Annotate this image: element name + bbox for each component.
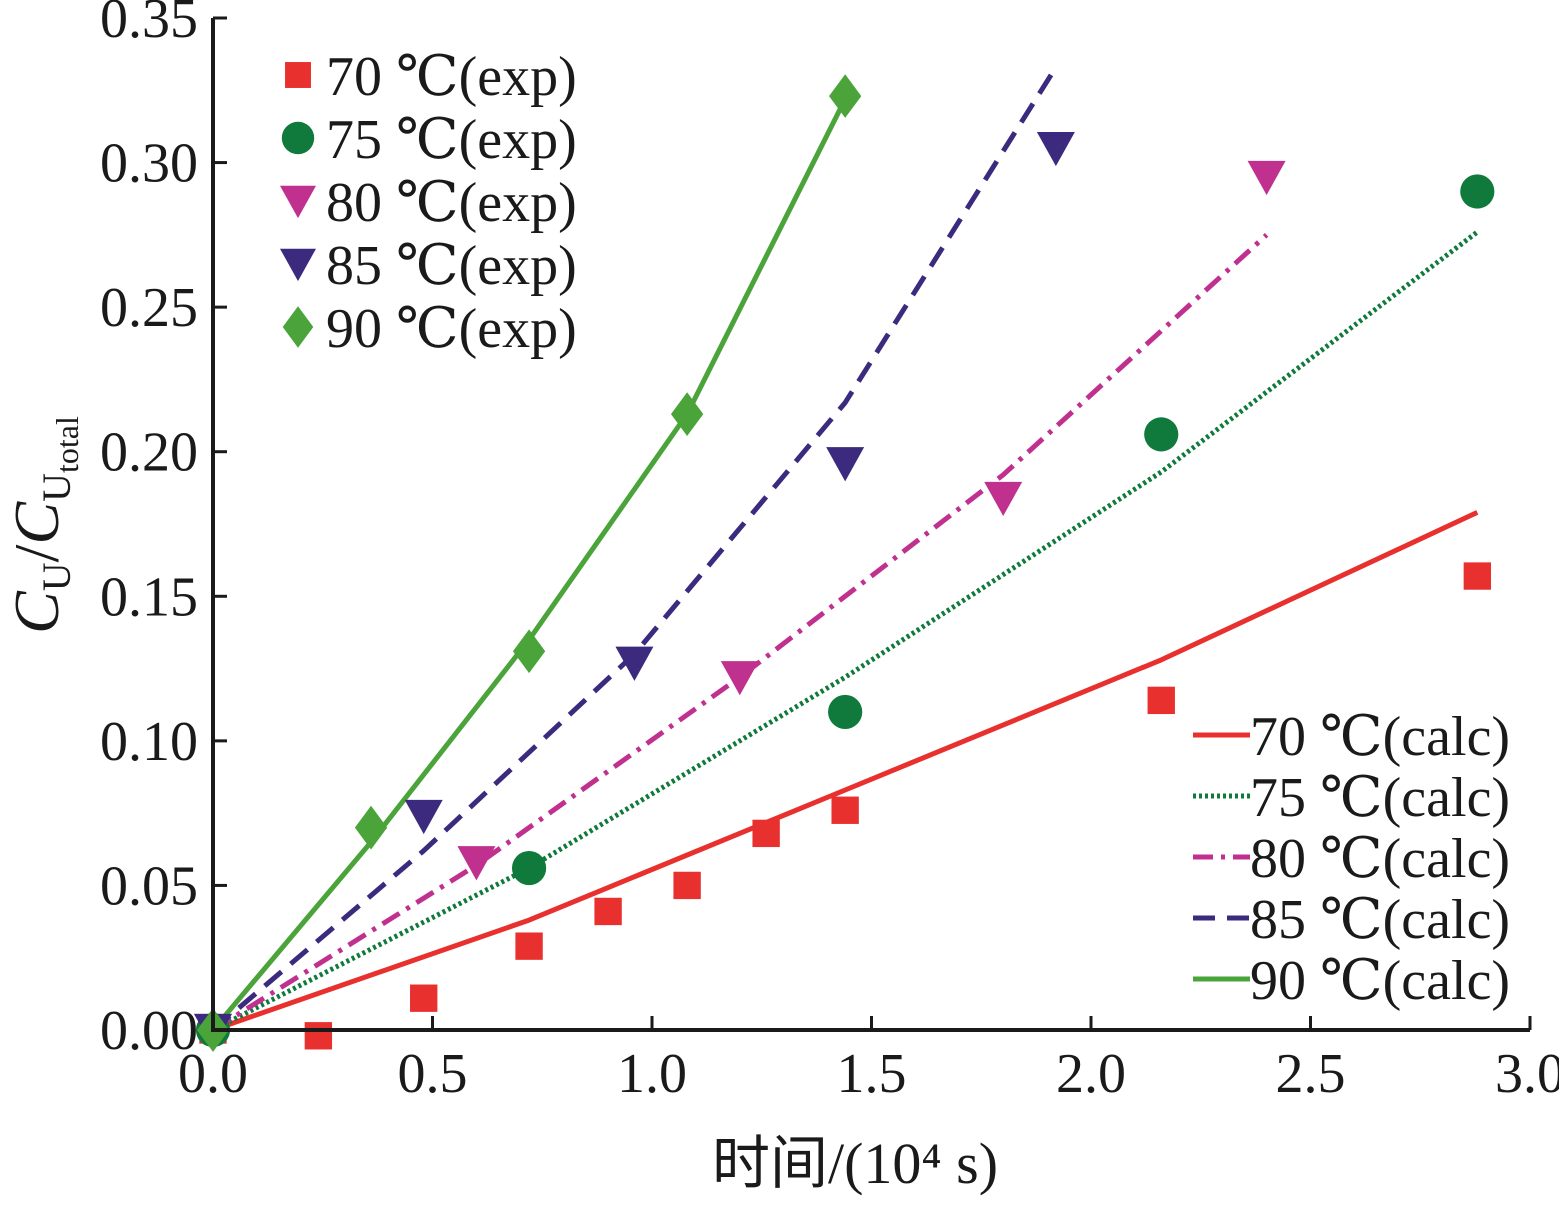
data-point [594, 897, 622, 926]
x-tick-label: 2.0 [1056, 1043, 1126, 1105]
data-point [1036, 131, 1075, 167]
legend-label: 85 ℃(exp) [326, 235, 577, 297]
y-tick-label: 0.25 [100, 277, 198, 339]
data-point [673, 871, 701, 900]
y-title-den-subsub: total [49, 416, 85, 473]
data-point [670, 392, 704, 436]
legend-marker [285, 62, 311, 88]
y-tick-label: 0.00 [100, 1000, 198, 1062]
data-point [984, 481, 1023, 517]
y-tick-label: 0.10 [100, 711, 198, 773]
x-tick-label: 3.0 [1495, 1043, 1559, 1105]
legend-marker [281, 121, 315, 155]
y-tick-label: 0.15 [100, 566, 198, 628]
x-tick-label: 0.0 [178, 1043, 248, 1105]
data-point [1147, 686, 1175, 715]
y-title-den-sub: U [34, 473, 79, 502]
calc-line [211, 230, 1479, 1033]
data-point [831, 796, 859, 824]
y-axis-title-text: CU/CUtotal [1, 416, 85, 634]
legend-label: 90 ℃(exp) [326, 298, 577, 360]
y-tick-label: 0.35 [100, 0, 198, 50]
data-point [515, 932, 543, 960]
data-point [511, 850, 547, 886]
data-point [1463, 562, 1491, 590]
data-point [512, 629, 546, 674]
legend-marker [280, 248, 316, 282]
legend-exp: 70 ℃(exp)75 ℃(exp)80 ℃(exp)85 ℃(exp)90 ℃… [280, 46, 577, 360]
calc-line [212, 510, 1479, 1033]
y-ticks: 0.00 0.05 0.10 0.15 0.20 0.25 0.30 0.35 [100, 0, 227, 1062]
data-point [615, 646, 654, 681]
legend-marker [282, 306, 314, 348]
legend-marker [280, 185, 316, 219]
y-title-den: C [1, 501, 72, 545]
legend-label: 70 ℃(calc) [1250, 706, 1510, 768]
legend-label: 80 ℃(exp) [326, 172, 577, 234]
data-point [304, 1022, 333, 1050]
x-ticks: 0.0 0.5 1.0 1.5 2.0 2.5 3.0 [178, 1016, 1559, 1105]
data-point [1247, 160, 1286, 196]
y-tick-label: 0.05 [100, 855, 198, 917]
data-point [752, 819, 780, 848]
data-point [829, 74, 862, 118]
data-point [457, 846, 496, 881]
x-tick-label: 1.5 [837, 1043, 907, 1105]
legend-calc: 70 ℃(calc)75 ℃(calc)80 ℃(calc)85 ℃(calc)… [1193, 706, 1510, 1012]
data-point [828, 694, 863, 730]
legend-label: 85 ℃(calc) [1250, 889, 1510, 951]
y-title-num-sub: U [34, 562, 79, 591]
legend-label: 70 ℃(exp) [326, 46, 577, 108]
legend-label: 75 ℃(exp) [326, 109, 577, 171]
data-point [1144, 417, 1179, 452]
calc-line [211, 233, 1269, 1033]
y-title-slash: / [1, 544, 72, 562]
legend-label: 80 ℃(calc) [1250, 828, 1510, 890]
legend-label: 75 ℃(calc) [1250, 767, 1510, 829]
x-tick-label: 2.5 [1276, 1043, 1346, 1105]
x-tick-label: 0.5 [398, 1043, 468, 1105]
y-tick-label: 0.30 [100, 133, 198, 195]
x-axis-title: 时间/(10⁴ s) [712, 1131, 998, 1196]
data-point [354, 805, 388, 850]
legend-label: 90 ℃(calc) [1250, 950, 1510, 1012]
data-point [1460, 174, 1495, 209]
y-axis-title: CU/CUtotal [1, 416, 85, 634]
data-point [720, 661, 759, 696]
data-point [404, 799, 443, 835]
x-tick-label: 1.0 [617, 1043, 687, 1105]
y-tick-label: 0.20 [100, 422, 198, 484]
data-point [826, 447, 865, 482]
data-point [410, 984, 438, 1012]
y-title-num: C [1, 590, 72, 634]
